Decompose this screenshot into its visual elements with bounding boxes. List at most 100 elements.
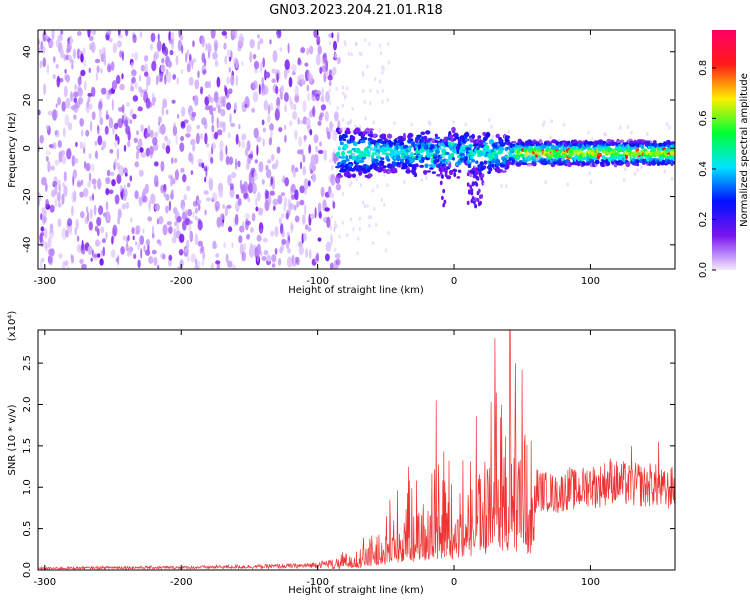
heatmap-cell xyxy=(358,51,361,56)
heatmap-cell xyxy=(63,127,66,138)
heatmap-cell xyxy=(220,108,226,117)
heatmap-cell xyxy=(88,172,92,182)
heatmap-cell xyxy=(42,57,47,68)
heatmap-cell xyxy=(57,201,62,208)
heatmap-cell xyxy=(532,161,537,167)
heatmap-cell xyxy=(639,165,643,170)
heatmap-cell xyxy=(413,172,418,178)
heatmap-cell xyxy=(234,158,238,170)
heatmap-cell xyxy=(130,85,135,92)
heatmap-cell xyxy=(195,132,200,145)
heatmap-cell xyxy=(275,85,279,95)
heatmap-cell xyxy=(64,260,69,267)
heatmap-cell xyxy=(83,141,86,150)
heatmap-cell xyxy=(55,63,59,69)
heatmap-cell xyxy=(196,260,201,268)
heatmap-cell xyxy=(297,57,301,65)
heatmap-cell xyxy=(58,77,64,83)
heatmap-cell xyxy=(361,156,367,160)
heatmap-cell xyxy=(435,158,440,163)
heatmap-cell xyxy=(319,66,323,75)
heatmap-cell xyxy=(131,53,134,58)
heatmap-cell xyxy=(271,78,277,83)
heatmap-cell xyxy=(299,74,305,81)
heatmap-cell xyxy=(296,201,301,208)
heatmap-cell xyxy=(224,34,228,39)
heatmap-cell xyxy=(49,248,55,257)
heatmap-cell xyxy=(173,227,176,239)
heatmap-cell xyxy=(317,202,322,215)
heatmap-cell xyxy=(349,217,353,222)
heatmap-cell xyxy=(52,74,56,80)
heatmap-cell xyxy=(204,81,210,89)
heatmap-cell xyxy=(73,91,79,98)
heatmap-cell xyxy=(249,51,252,64)
heatmap-cell xyxy=(65,74,71,83)
heatmap-cell xyxy=(468,144,473,148)
heatmap-cell xyxy=(612,155,619,161)
heatmap-cell xyxy=(153,161,159,167)
heatmap-cell xyxy=(309,213,316,220)
heatmap-cell xyxy=(171,99,176,104)
heatmap-cell xyxy=(438,146,442,150)
heatmap-cell xyxy=(184,208,188,216)
heatmap-cell xyxy=(212,133,215,140)
heatmap-cell xyxy=(328,80,332,87)
heatmap-cell xyxy=(364,38,367,43)
heatmap-cell xyxy=(116,148,120,160)
heatmap-cell xyxy=(377,155,381,159)
heatmap-cell xyxy=(381,70,384,75)
heatmap-cell xyxy=(368,128,375,131)
heatmap-cell xyxy=(625,161,631,168)
heatmap-cell xyxy=(138,169,144,177)
heatmap-cell xyxy=(341,85,345,90)
heatmap-cell xyxy=(346,233,349,238)
heatmap-cell xyxy=(339,136,344,140)
x-tick-label: -100 xyxy=(306,276,329,287)
heatmap-cell xyxy=(450,152,455,159)
heatmap-cell xyxy=(69,225,72,237)
heatmap-cell xyxy=(328,33,332,38)
heatmap-cell xyxy=(268,104,271,115)
heatmap-cell xyxy=(101,140,107,150)
heatmap-cell xyxy=(633,171,637,176)
heatmap-cell xyxy=(250,243,253,250)
heatmap-cell xyxy=(315,145,319,153)
heatmap-cell xyxy=(150,43,153,51)
heatmap-cell xyxy=(64,69,67,74)
heatmap-cell xyxy=(317,149,324,154)
heatmap-cell xyxy=(648,157,654,161)
heatmap-cell xyxy=(101,238,106,244)
heatmap-cell xyxy=(409,151,414,158)
heatmap-cell xyxy=(180,106,186,117)
heatmap-cell xyxy=(157,264,160,269)
heatmap-cell xyxy=(150,129,154,138)
heatmap-cell xyxy=(204,176,207,183)
heatmap-cell xyxy=(97,253,101,258)
heatmap-cell xyxy=(211,262,214,269)
heatmap-cell xyxy=(419,164,424,168)
heatmap-cell xyxy=(364,153,368,157)
heatmap-cell xyxy=(120,246,125,255)
heatmap-cell xyxy=(247,182,254,194)
heatmap-cell xyxy=(346,158,350,162)
heatmap-cell xyxy=(119,83,125,91)
heatmap-cell xyxy=(63,185,68,198)
heatmap-cell xyxy=(46,125,49,130)
heatmap-cell xyxy=(96,125,100,135)
heatmap-cell xyxy=(142,228,145,234)
heatmap-cell xyxy=(162,253,166,260)
heatmap-cell xyxy=(252,91,259,103)
heatmap-cell xyxy=(270,230,275,237)
heatmap-cell xyxy=(302,154,306,163)
heatmap-cell xyxy=(72,169,78,179)
heatmap-cell xyxy=(175,133,178,146)
colorbar-tick-label: 0.8 xyxy=(698,60,709,76)
heatmap-cell xyxy=(73,190,77,203)
heatmap-cell xyxy=(300,79,306,85)
heatmap-cell xyxy=(347,175,352,179)
heatmap-cell xyxy=(101,47,107,56)
heatmap-cell xyxy=(162,142,166,150)
heatmap-cell xyxy=(259,61,263,73)
heatmap-cell xyxy=(290,101,294,110)
